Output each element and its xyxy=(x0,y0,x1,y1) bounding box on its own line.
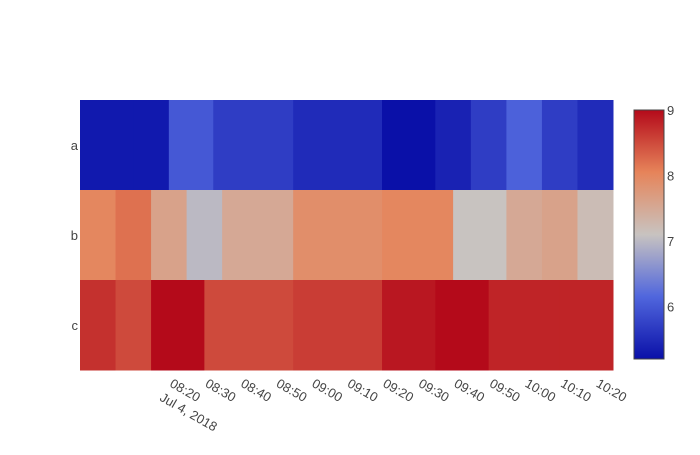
colorbar-tick-label: 9 xyxy=(667,103,674,118)
heatmap-cell xyxy=(115,190,152,281)
heatmap-cell xyxy=(151,190,188,281)
colorbar: 6 7 8 9 xyxy=(633,103,674,360)
heatmap-cell xyxy=(506,190,543,281)
x-axis-ticks: 08:20 08:30 08:40 08:50 09:00 09:10 09:20 09:30… xyxy=(167,376,629,405)
heatmap-cell xyxy=(435,100,472,191)
x-tick-label: 10:00 xyxy=(523,376,559,405)
heatmap-cell xyxy=(204,280,294,371)
heatmap-cell xyxy=(293,190,383,281)
x-tick-label: 08:40 xyxy=(238,376,274,405)
x-tick-label: 09:00 xyxy=(309,376,345,405)
heatmap-cell xyxy=(213,100,294,191)
y-tick-label: b xyxy=(71,228,78,243)
x-tick-label: 09:40 xyxy=(452,376,488,405)
x-tick-label: 10:20 xyxy=(594,376,630,405)
heatmap-cell xyxy=(186,190,223,281)
x-tick-label: 10:10 xyxy=(558,376,594,405)
colorbar-tick-label: 7 xyxy=(667,234,674,249)
heatmap-cell xyxy=(80,280,117,371)
heatmap-cell xyxy=(541,100,578,191)
heatmap-cell xyxy=(577,190,614,281)
heatmap-cell xyxy=(293,100,383,191)
heatmap-cell xyxy=(115,280,152,371)
y-tick-label: c xyxy=(72,318,79,333)
x-tick-label: 09:10 xyxy=(345,376,381,405)
heatmap-cell xyxy=(222,190,294,281)
y-tick-label: a xyxy=(71,138,79,153)
heatmap-cell xyxy=(577,100,614,191)
colorbar-tick-label: 6 xyxy=(667,300,674,315)
heatmap-cell xyxy=(151,280,205,371)
y-axis-ticks: a b c xyxy=(71,138,79,333)
heatmap-cell xyxy=(470,100,507,191)
heatmap-cell xyxy=(506,100,543,191)
heatmap-cell xyxy=(382,280,436,371)
x-tick-label: 08:50 xyxy=(274,376,310,405)
x-tick-label: 09:50 xyxy=(487,376,523,405)
colorbar-tick-label: 8 xyxy=(667,169,674,184)
heatmap-cell xyxy=(453,190,507,281)
heatmap-cell xyxy=(293,280,383,371)
heatmap-cell xyxy=(541,190,578,281)
heatmap-cell xyxy=(80,190,117,281)
heatmap-cell xyxy=(559,280,614,371)
heatmap-cell xyxy=(168,100,214,191)
heatmap-cell xyxy=(382,190,454,281)
x-tick-label: 08:30 xyxy=(203,376,239,405)
x-tick-label: 09:30 xyxy=(416,376,452,405)
heatmap-cells xyxy=(80,100,614,371)
heatmap-cell xyxy=(80,100,134,191)
heatmap-cell xyxy=(133,100,170,191)
heatmap-cell xyxy=(382,100,436,191)
colorbar-gradient xyxy=(633,109,665,360)
heatmap-cell xyxy=(435,280,490,371)
heatmap-cell xyxy=(488,280,561,371)
x-tick-label: 09:20 xyxy=(381,376,417,405)
